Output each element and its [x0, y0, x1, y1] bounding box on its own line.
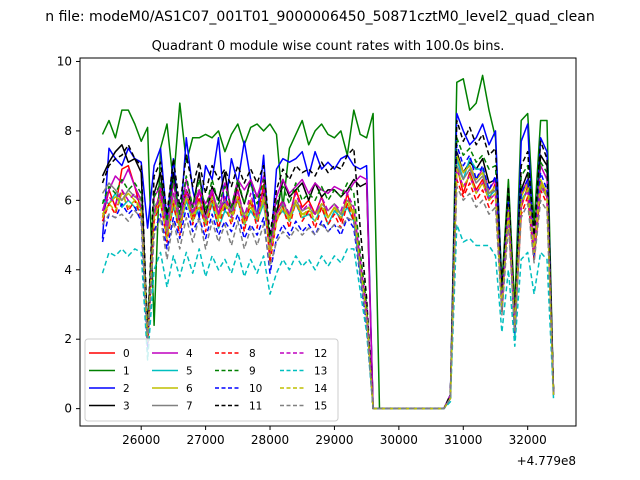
legend-label: 3 — [123, 401, 130, 413]
legend-item-15: 15 — [280, 401, 327, 413]
legend-item-3: 3 — [89, 401, 130, 413]
legend-item-12: 12 — [280, 348, 327, 360]
x-tick-label: 32000 — [509, 433, 547, 447]
legend-item-9: 9 — [215, 366, 256, 378]
legend-label: 10 — [249, 383, 262, 395]
legend-item-14: 14 — [280, 383, 328, 395]
legend-label: 1 — [123, 366, 130, 378]
legend-item-4: 4 — [152, 348, 193, 360]
y-tick-label: 10 — [57, 54, 72, 68]
y-tick-label: 0 — [64, 402, 72, 416]
legend-label: 15 — [314, 401, 327, 413]
legend-label: 8 — [249, 348, 256, 360]
legend-label: 2 — [123, 383, 130, 395]
legend-item-10: 10 — [215, 383, 262, 395]
figure-suptitle: n file: modeM0/AS1C07_001T01_9000006450_… — [45, 9, 594, 25]
y-tick-label: 6 — [64, 193, 72, 207]
x-tick-label: 29000 — [315, 433, 353, 447]
legend-label: 7 — [186, 401, 193, 413]
legend-item-6: 6 — [152, 383, 193, 395]
legend-label: 5 — [186, 366, 193, 378]
y-tick-label: 4 — [64, 263, 72, 277]
series-line-13 — [101, 223, 555, 410]
legend-label: 9 — [249, 366, 256, 378]
plot-frame — [79, 57, 577, 427]
legend-label: 11 — [249, 401, 262, 413]
series-line-8 — [101, 178, 555, 410]
legend-label: 0 — [123, 348, 130, 360]
x-offset-label: +4.779e8 — [517, 454, 576, 468]
series-line-12 — [101, 168, 555, 410]
y-tick-label: 8 — [64, 124, 72, 138]
series-line-9 — [101, 137, 555, 410]
legend-item-1: 1 — [89, 366, 130, 378]
legend-label: 12 — [314, 348, 327, 360]
x-tick-label: 28000 — [251, 433, 289, 447]
series-line-14 — [101, 168, 555, 410]
legend-box — [84, 338, 339, 422]
series-line-15 — [101, 185, 555, 410]
legend-label: 14 — [314, 383, 328, 395]
x-tick-label: 31000 — [444, 433, 482, 447]
legend-item-5: 5 — [152, 366, 193, 378]
x-axis: 26000 27000 28000 29000 30000 31000 32000 — [122, 426, 547, 447]
y-tick-label: 2 — [64, 332, 72, 346]
series-layer — [101, 74, 555, 410]
series-line-11 — [101, 119, 555, 410]
legend-label: 6 — [186, 383, 193, 395]
legend-item-13: 13 — [280, 366, 327, 378]
legend-item-2: 2 — [89, 383, 130, 395]
legend-item-7: 7 — [152, 401, 193, 413]
legend-label: 13 — [314, 366, 327, 378]
x-tick-label: 26000 — [122, 433, 160, 447]
legend-item-11: 11 — [215, 401, 262, 413]
series-line-1 — [101, 74, 555, 410]
x-tick-label: 30000 — [380, 433, 418, 447]
series-line-10 — [101, 144, 555, 410]
x-tick-label: 27000 — [187, 433, 225, 447]
legend-item-8: 8 — [215, 348, 256, 360]
legend-item-0: 0 — [89, 348, 130, 360]
chart-title: Quadrant 0 module wise count rates with … — [152, 39, 505, 54]
legend-label: 4 — [186, 348, 193, 360]
y-axis: 0 2 4 6 8 10 — [57, 54, 80, 416]
